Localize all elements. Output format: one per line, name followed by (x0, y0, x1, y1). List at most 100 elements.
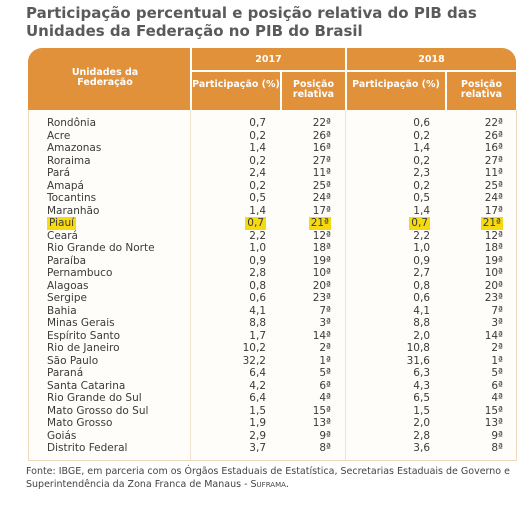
state-name: Amazonas (47, 142, 102, 154)
state-name: Espírito Santo (47, 329, 121, 342)
position: 22ª (484, 117, 503, 129)
participation: 1,7 (249, 329, 266, 342)
participation: 2,0 (413, 329, 430, 342)
position: 23ª (484, 292, 503, 304)
position: 15ª (484, 404, 503, 417)
state-name: Pernambuco (47, 267, 113, 279)
column-divider (345, 110, 346, 460)
participation: 3,6 (413, 442, 430, 454)
position: 10ª (312, 267, 331, 279)
source-note: Fonte: IBGE, em parceria com os Órgãos E… (26, 465, 516, 491)
column-header: Participação (%) (192, 79, 280, 90)
state-name: Paraíba (47, 254, 87, 267)
position: 26ª (484, 129, 503, 142)
column-header: Posição relativa (292, 79, 335, 100)
participation: 4,2 (249, 379, 266, 392)
year-header: 2017 (255, 54, 282, 65)
participation: 1,5 (413, 404, 430, 417)
position: 2ª (491, 342, 503, 354)
participation: 4,3 (413, 379, 430, 392)
state-name: Mato Grosso do Sul (47, 404, 149, 417)
position: 5ª (491, 367, 503, 379)
participation: 6,4 (249, 392, 266, 404)
participation: 2,2 (413, 229, 430, 242)
position: 16ª (484, 142, 503, 154)
position: 13ª (484, 417, 503, 429)
state-name: Maranhão (47, 204, 100, 217)
participation: 2,2 (249, 229, 266, 242)
state-name: Piauí (47, 217, 77, 230)
year-header: 2018 (418, 54, 445, 65)
position: 11ª (312, 167, 331, 179)
state-name: Santa Catarina (47, 379, 126, 392)
participation: 4,1 (249, 304, 266, 317)
participation: 10,2 (242, 342, 266, 354)
position: 14ª (484, 329, 503, 342)
position: 17ª (312, 204, 331, 217)
position: 6ª (491, 379, 503, 392)
state-name: Mato Grosso (47, 417, 113, 429)
title-line: Unidades da Federação no PIB do Brasil (26, 22, 363, 40)
column-header: Participação (%) (352, 79, 440, 90)
position: 3ª (319, 317, 331, 329)
state-name: Sergipe (47, 292, 87, 304)
participation: 0,5 (249, 192, 266, 204)
position: 21ª (480, 217, 503, 230)
position: 25ª (484, 179, 503, 192)
participation: 0,7 (245, 217, 266, 230)
position: 6ª (319, 379, 331, 392)
participation: 6,3 (413, 367, 430, 379)
position: 12ª (312, 229, 331, 242)
table-header (28, 48, 516, 110)
participation: 2,4 (249, 167, 266, 179)
position: 5ª (319, 367, 331, 379)
source-agency: Suframa. (250, 479, 289, 490)
row-header: Unidades da Federação (71, 67, 139, 88)
position: 1ª (491, 354, 503, 367)
participation: 0,2 (249, 129, 266, 142)
position: 9ª (319, 429, 331, 442)
participation: 2,7 (413, 267, 430, 279)
position: 18ª (312, 242, 331, 254)
state-name: Minas Gerais (47, 317, 115, 329)
position: 11ª (484, 167, 503, 179)
position: 14ª (312, 329, 331, 342)
participation: 3,7 (249, 442, 266, 454)
state-name: Rondônia (47, 117, 96, 129)
participation: 0,2 (413, 154, 430, 167)
state-name: Bahia (47, 304, 77, 317)
position: 17ª (484, 204, 503, 217)
position: 4ª (319, 392, 331, 404)
state-name: Rio Grande do Norte (47, 242, 155, 254)
position: 25ª (312, 179, 331, 192)
participation: 6,5 (413, 392, 430, 404)
header-divider (192, 70, 516, 72)
state-name: Distrito Federal (47, 442, 128, 454)
participation: 0,9 (413, 254, 430, 267)
position: 27ª (484, 154, 503, 167)
header-divider (190, 48, 192, 110)
participation: 1,4 (249, 142, 266, 154)
position: 7ª (491, 304, 503, 317)
table-body (28, 110, 517, 461)
position: 20ª (312, 279, 331, 292)
position: 19ª (484, 254, 503, 267)
position: 4ª (491, 392, 503, 404)
position: 19ª (312, 254, 331, 267)
state-name: Goiás (47, 429, 77, 442)
participation: 0,6 (249, 292, 266, 304)
participation: 0,8 (249, 279, 266, 292)
header-divider (445, 72, 447, 110)
participation: 0,5 (413, 192, 430, 204)
participation: 0,2 (249, 154, 266, 167)
participation: 0,2 (413, 179, 430, 192)
column-divider (190, 110, 191, 460)
position: 15ª (312, 404, 331, 417)
participation: 2,0 (413, 417, 430, 429)
position: 27ª (312, 154, 331, 167)
participation: 0,8 (413, 279, 430, 292)
source-text: Fonte: IBGE, em parceria com os Órgãos E… (26, 466, 510, 490)
participation: 2,8 (413, 429, 430, 442)
state-name: Pará (47, 167, 71, 179)
